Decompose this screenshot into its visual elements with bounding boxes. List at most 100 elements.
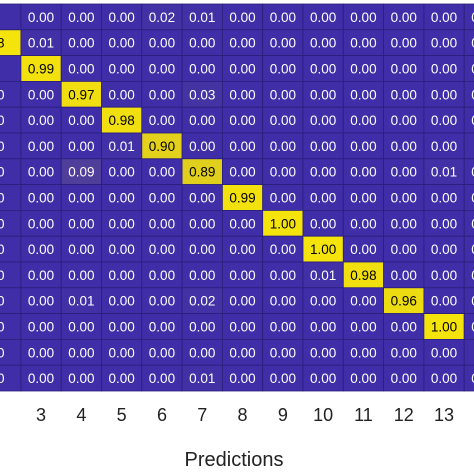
cell-value-label: 0.00 [149, 242, 175, 257]
x-tick-label: 5 [117, 405, 127, 425]
cell-value-label: 0.00 [310, 345, 336, 360]
heatmap-cell [262, 364, 304, 392]
heatmap-cell [101, 364, 143, 392]
cell-value-label: 0.00 [229, 216, 255, 231]
heatmap-cell [20, 209, 62, 237]
heatmap-cell [463, 81, 474, 108]
cell-value-label: 0.00 [431, 294, 457, 309]
heatmap-cell [302, 338, 344, 366]
cell-value-label: 0.00 [471, 113, 474, 128]
cell-value-label: 0.00 [28, 191, 54, 206]
heatmap-cell [463, 313, 474, 340]
cell-value-label: 0 [0, 345, 5, 360]
cell-value-label: 0.00 [310, 10, 336, 25]
cell-value-label: 0.00 [149, 191, 175, 206]
cell-value-label: 0.00 [431, 10, 457, 25]
heatmap-cell [181, 338, 223, 366]
cell-value-label: 0.00 [350, 62, 376, 77]
cell-value-label: 0.00 [471, 371, 474, 386]
cell-value-label: 0.00 [149, 113, 175, 128]
heatmap-cell [20, 3, 62, 31]
heatmap-cell [463, 55, 474, 82]
cell-value-label: 0.00 [471, 62, 474, 77]
heatmap-cell [20, 313, 62, 340]
cell-value-label: 0.00 [28, 10, 54, 25]
x-tick-label: 9 [278, 405, 288, 425]
cell-value-label: 0.00 [149, 87, 175, 102]
cell-value-label: 0.00 [109, 371, 135, 386]
cell-value-label: 0.90 [149, 139, 175, 154]
heatmap-cell [383, 3, 425, 31]
heatmap-cell [463, 29, 474, 56]
heatmap-cell [383, 261, 425, 289]
cell-value-label: 0.00 [270, 242, 296, 257]
heatmap-cell [463, 287, 474, 314]
heatmap-cell [181, 287, 223, 314]
cell-value-label: 0.00 [391, 216, 417, 231]
heatmap-cell [141, 364, 183, 392]
cell-value-label: 0.00 [229, 165, 255, 180]
cell-value-label: 0.00 [149, 294, 175, 309]
heatmap-cell [20, 184, 62, 211]
x-tick-label: 7 [197, 405, 207, 425]
heatmap-cell [141, 338, 183, 366]
heatmap-cell [181, 158, 223, 186]
cell-value-label: 0.00 [391, 191, 417, 206]
cell-value-label: 0.00 [189, 345, 215, 360]
heatmap-cell [302, 29, 344, 56]
cell-value-label: 0.00 [471, 294, 474, 309]
heatmap-cell [141, 29, 183, 56]
cell-value-label: 0.00 [350, 371, 376, 386]
cell-value-label: 0.00 [270, 139, 296, 154]
cell-value-label: 0.00 [109, 10, 135, 25]
cell-value-label: 0 [0, 139, 5, 154]
heatmap-cell [141, 55, 183, 82]
cell-value-label: 0.00 [471, 87, 474, 102]
heatmap-cell [20, 29, 62, 56]
cell-value-label: 0.00 [109, 216, 135, 231]
heatmap-cell [60, 261, 102, 289]
cell-value-label: 0.00 [229, 139, 255, 154]
cell-value-label: 0.00 [28, 139, 54, 154]
cell-value-label: 0.00 [68, 320, 94, 335]
heatmap-cell [342, 313, 384, 340]
heatmap-cell [423, 209, 465, 237]
heatmap-cell [0, 55, 22, 82]
cell-value-label: 0.00 [391, 165, 417, 180]
cell-value-label: 0.00 [149, 371, 175, 386]
cell-value-label: 0.01 [109, 139, 135, 154]
cell-value-label: 0.97 [68, 87, 94, 102]
cell-value-label: 0.00 [28, 268, 54, 283]
heatmap-cell [463, 261, 474, 289]
heatmap-cell [383, 29, 425, 56]
cell-value-label: 0.00 [189, 113, 215, 128]
heatmap-cell [60, 338, 102, 366]
heatmap-cell [342, 29, 384, 56]
heatmap-cell [302, 235, 344, 263]
cell-value-label: 0.00 [471, 268, 474, 283]
cell-value-label: 0.00 [270, 165, 296, 180]
cell-value-label: 0.00 [431, 216, 457, 231]
cell-value-label: 0.00 [350, 113, 376, 128]
heatmap-cell [20, 158, 62, 186]
heatmap-cell [141, 313, 183, 340]
heatmap-cell [463, 3, 474, 31]
cell-value-label: 0.00 [68, 268, 94, 283]
heatmap-cell [302, 3, 344, 31]
x-tick-label: 8 [238, 405, 248, 425]
heatmap-cell [20, 106, 62, 134]
cell-value-label: 0.00 [270, 371, 296, 386]
heatmap-cell [423, 184, 465, 211]
heatmap-cell [141, 158, 183, 186]
heatmap-cell [262, 81, 304, 108]
heatmap-cell [302, 287, 344, 314]
cell-value-label: 0.00 [431, 191, 457, 206]
cell-value-label: 0.01 [189, 10, 215, 25]
heatmap-cells: 0.00 0.00 0.00 0.02 0.01 0.00 0.00 0.00 0.00 0.00… [0, 3, 474, 392]
cell-value-label: 0.00 [431, 87, 457, 102]
heatmap-cell [0, 3, 22, 31]
heatmap-cell [181, 209, 223, 237]
cell-value-label: 0.00 [149, 268, 175, 283]
cell-value-label: 0.00 [109, 62, 135, 77]
x-tick-label: 4 [76, 405, 86, 425]
